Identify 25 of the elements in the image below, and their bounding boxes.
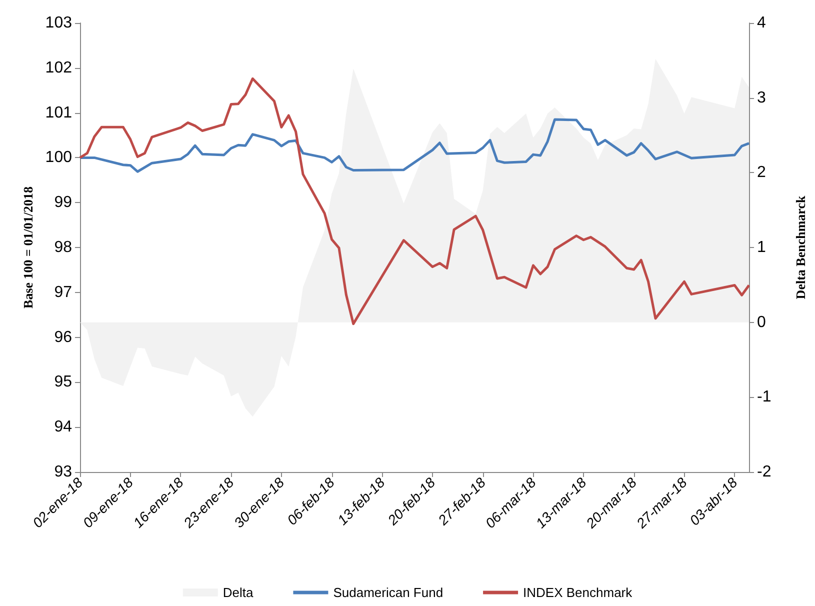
- y2-tick-label: 3: [757, 89, 766, 106]
- y-tick-label: 97: [54, 284, 72, 301]
- y2-axis-title: Delta Benchmarck: [793, 195, 808, 300]
- y-tick-label: 99: [54, 194, 72, 212]
- y2-tick-label: 4: [757, 14, 766, 32]
- y-tick-label: 93: [54, 464, 72, 480]
- legend-label: Sudamerican Fund: [333, 585, 444, 600]
- y2-tick-label: -2: [757, 464, 772, 480]
- y-tick-label: 94: [54, 418, 72, 436]
- y2-tick-label: -1: [757, 388, 772, 406]
- legend-label: INDEX Benchmark: [523, 585, 633, 600]
- legend-label: Delta: [222, 585, 254, 600]
- line-series: [78, 118, 750, 173]
- y2-tick-label: 2: [757, 164, 766, 182]
- line-series: [78, 77, 750, 326]
- y-tick-label: 100: [45, 149, 72, 166]
- y2-tick-label: 0: [757, 314, 766, 331]
- y-tick-label: 102: [45, 59, 72, 76]
- y-tick-label: 98: [54, 239, 72, 256]
- y2-tick-label: 1: [757, 239, 766, 256]
- y-tick-label: 101: [45, 104, 72, 122]
- y-axis-title: Base 100 = 01/01/2018: [20, 186, 36, 308]
- y-tick-label: 95: [54, 374, 72, 391]
- y-tick-label: 103: [45, 14, 72, 32]
- y-tick-label: 96: [54, 328, 72, 346]
